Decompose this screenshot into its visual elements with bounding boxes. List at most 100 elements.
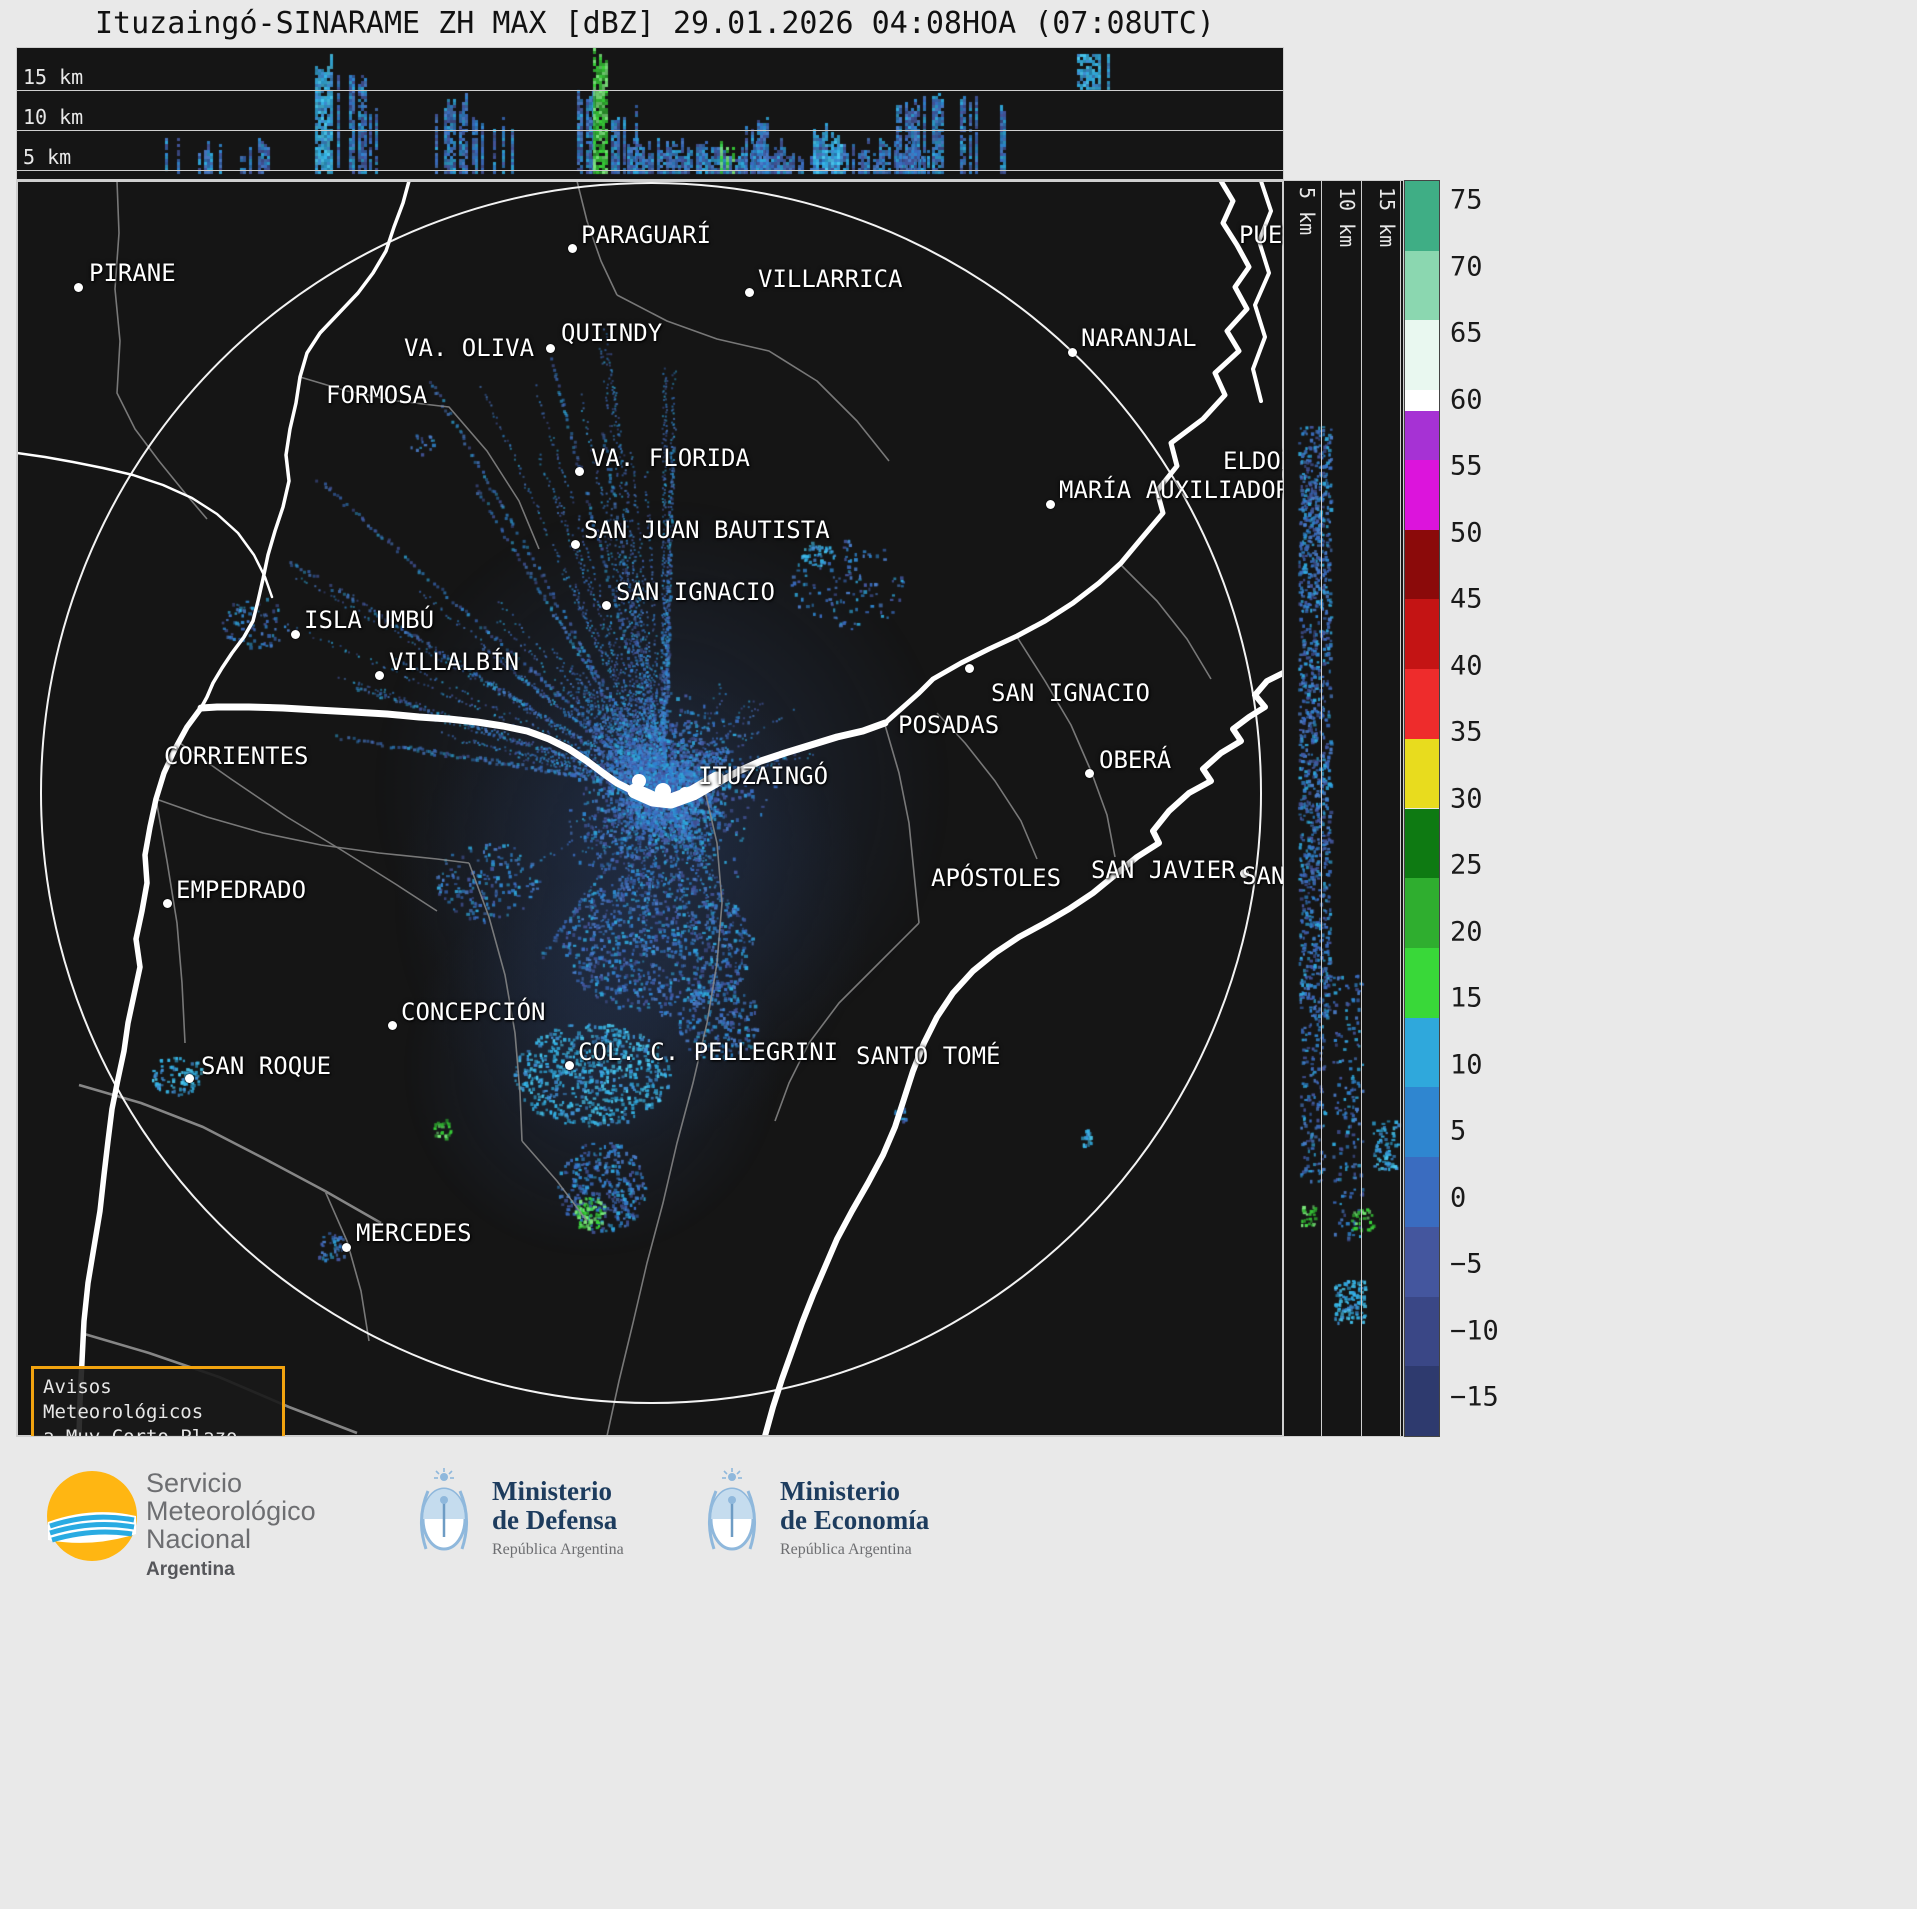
city-layer: PIRANE PARAGUARÍ VILLARRICA PUERTO RICO VA. … xyxy=(17,181,1283,1436)
colorbar-band xyxy=(1405,738,1439,809)
city-label: MERCEDES xyxy=(356,1219,472,1247)
ministry-subtitle: República Argentina xyxy=(780,1541,912,1558)
city-dot xyxy=(546,344,555,353)
boundary-path xyxy=(155,798,186,1044)
city-label: SAN JUAN BAUTISTA xyxy=(584,516,830,544)
altitude-label-10km: 10 km xyxy=(1335,187,1359,248)
colorbar-tick-label: 55 xyxy=(1450,450,1483,482)
ministry-defensa-block: Ministerio de Defensa República Argentin… xyxy=(414,1467,624,1565)
colorbar-tick-label: 60 xyxy=(1450,384,1483,415)
city-label: APÓSTOLES xyxy=(931,864,1062,892)
colorbar-band xyxy=(1405,250,1439,321)
smn-name-line: Nacional xyxy=(146,1524,252,1554)
city-label: MARÍA AUXILIADORA xyxy=(1059,476,1284,504)
boundary-path xyxy=(521,1140,588,1222)
city-dot xyxy=(388,1021,397,1030)
city-label: SAN PEDRO xyxy=(1242,862,1284,890)
colorbar-tick-label: 75 xyxy=(1450,184,1483,216)
boundary-path xyxy=(155,798,470,864)
colorbar-tick-label: 20 xyxy=(1450,916,1483,947)
colorbar-band xyxy=(1405,1157,1439,1227)
ministry-subtitle: República Argentina xyxy=(492,1541,624,1558)
top-cross-section-canvas xyxy=(17,48,1283,179)
footer: Servicio Meteorológico Nacional Argentin… xyxy=(0,1437,1917,1909)
colorbar xyxy=(1404,180,1440,1437)
colorbar-band xyxy=(1405,947,1439,1018)
boundary-path xyxy=(616,294,890,462)
colorbar-tick-label: −15 xyxy=(1450,1381,1499,1413)
colorbar-band xyxy=(1405,599,1439,670)
city-dot xyxy=(745,288,754,297)
smn-country: Argentina xyxy=(146,1559,235,1580)
smn-logo-icon xyxy=(47,1471,137,1561)
city-label: VA. OLIVA xyxy=(404,334,535,362)
city-label: ELDORADO xyxy=(1223,447,1283,475)
city-dot xyxy=(163,899,172,908)
weather-warnings-badge[interactable]: Avisos Meteorológicos a Muy Corto Plazo xyxy=(31,1366,285,1437)
colorbar-band xyxy=(1405,878,1439,948)
colorbar-tick-label: 45 xyxy=(1450,583,1483,615)
colorbar-band xyxy=(1405,1017,1439,1088)
city-dot xyxy=(571,540,580,549)
warnings-badge-line2: a Muy Corto Plazo xyxy=(43,1426,238,1437)
colorbar-tick-label: 25 xyxy=(1450,849,1483,881)
city-label: SAN JAVIER xyxy=(1091,856,1236,884)
rivers xyxy=(17,181,1283,1436)
colorbar-tick-label: 30 xyxy=(1450,783,1483,814)
argentina-coat-of-arms-icon xyxy=(420,1468,468,1551)
city-label: COL. C. PELLEGRINI xyxy=(578,1038,839,1066)
ministry-title-line: de Defensa xyxy=(492,1505,618,1535)
smn-name-line: Servicio xyxy=(146,1468,243,1498)
altitude-gridline-15km xyxy=(17,90,1283,91)
city-label: PARAGUARÍ xyxy=(581,221,712,249)
river-parana-main xyxy=(197,703,889,803)
boundary-path xyxy=(1016,636,1116,858)
altitude-gridline-5km xyxy=(17,170,1283,171)
page-title: Ituzaingó-SINARAME ZH MAX [dBZ] 29.01.20… xyxy=(95,6,1215,41)
city-label: CONCEPCIÓN xyxy=(401,998,546,1026)
altitude-label-5km: 5 km xyxy=(1295,187,1319,236)
colorbar-band xyxy=(1405,529,1439,600)
city-label: QUIINDY xyxy=(561,319,663,347)
city-dot xyxy=(1046,500,1055,509)
city-label: OBERÁ xyxy=(1099,746,1172,774)
warnings-badge-line1: Avisos Meteorológicos xyxy=(43,1376,204,1423)
colorbar-tick-label: 10 xyxy=(1450,1049,1483,1080)
smn-name-line: Meteorológico xyxy=(146,1496,316,1526)
boundary-path xyxy=(78,1083,382,1225)
ministry-economia-text: Ministerio de Economía República Argenti… xyxy=(780,1477,929,1559)
river-confluence-dot xyxy=(679,787,691,799)
city-label: SANTO TOMÉ xyxy=(856,1042,1001,1070)
city-label: NARANJAL xyxy=(1081,324,1197,352)
boundary-path xyxy=(299,376,540,550)
ministry-title-line: Ministerio xyxy=(492,1476,612,1506)
colorbar-tick-label: 65 xyxy=(1450,317,1483,349)
colorbar-band xyxy=(1405,320,1439,391)
river-confluence-blob xyxy=(627,771,725,809)
smn-wordmark: Servicio Meteorológico Nacional Argentin… xyxy=(146,1469,316,1584)
altitude-label-15km: 15 km xyxy=(1375,187,1399,248)
city-dot xyxy=(565,1061,574,1070)
city-dot xyxy=(1240,869,1249,878)
river-confluence-dot xyxy=(655,783,671,799)
city-label: SAN IGNACIO xyxy=(991,679,1150,707)
city-dot xyxy=(575,467,584,476)
colorbar-band xyxy=(1405,808,1439,879)
geography-overlay xyxy=(17,181,1283,1436)
radar-range-ring xyxy=(40,182,1262,1404)
city-label: PIRANE xyxy=(89,259,176,287)
boundary-path xyxy=(114,181,208,520)
colorbar-tick-label: −10 xyxy=(1450,1315,1499,1346)
province-boundaries xyxy=(78,181,1212,1436)
colorbar-tick-label: 40 xyxy=(1450,650,1483,681)
boundary-path xyxy=(324,1190,370,1342)
city-label: FORMOSA xyxy=(326,381,428,409)
boundary-path xyxy=(936,712,1038,860)
ministry-title-line: Ministerio xyxy=(780,1476,900,1506)
river-confluence-dot xyxy=(632,774,646,788)
river-tributary-west xyxy=(17,451,274,599)
boundary-path xyxy=(176,740,438,912)
city-dot xyxy=(74,283,83,292)
colorbar-band xyxy=(1405,1226,1439,1297)
